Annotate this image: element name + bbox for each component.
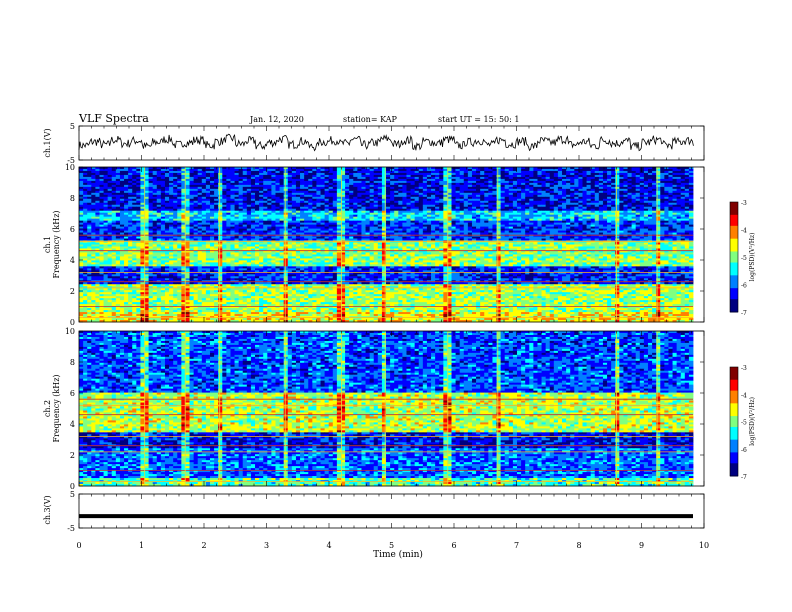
figure-title: VLF Spectra [78,112,149,125]
vlf-figure: VLF Spectra Jan. 12, 2020 station= KAP s… [0,0,792,612]
ch1-waveform-line [79,134,693,150]
date-label: Jan. 12, 2020 [249,115,304,124]
station-label: station= KAP [343,115,398,124]
ch1-waveform-panel [79,134,693,150]
start-ut-label: start UT = 15: 50: 1 [438,115,519,124]
ch1-spectrogram-panel [79,167,693,322]
